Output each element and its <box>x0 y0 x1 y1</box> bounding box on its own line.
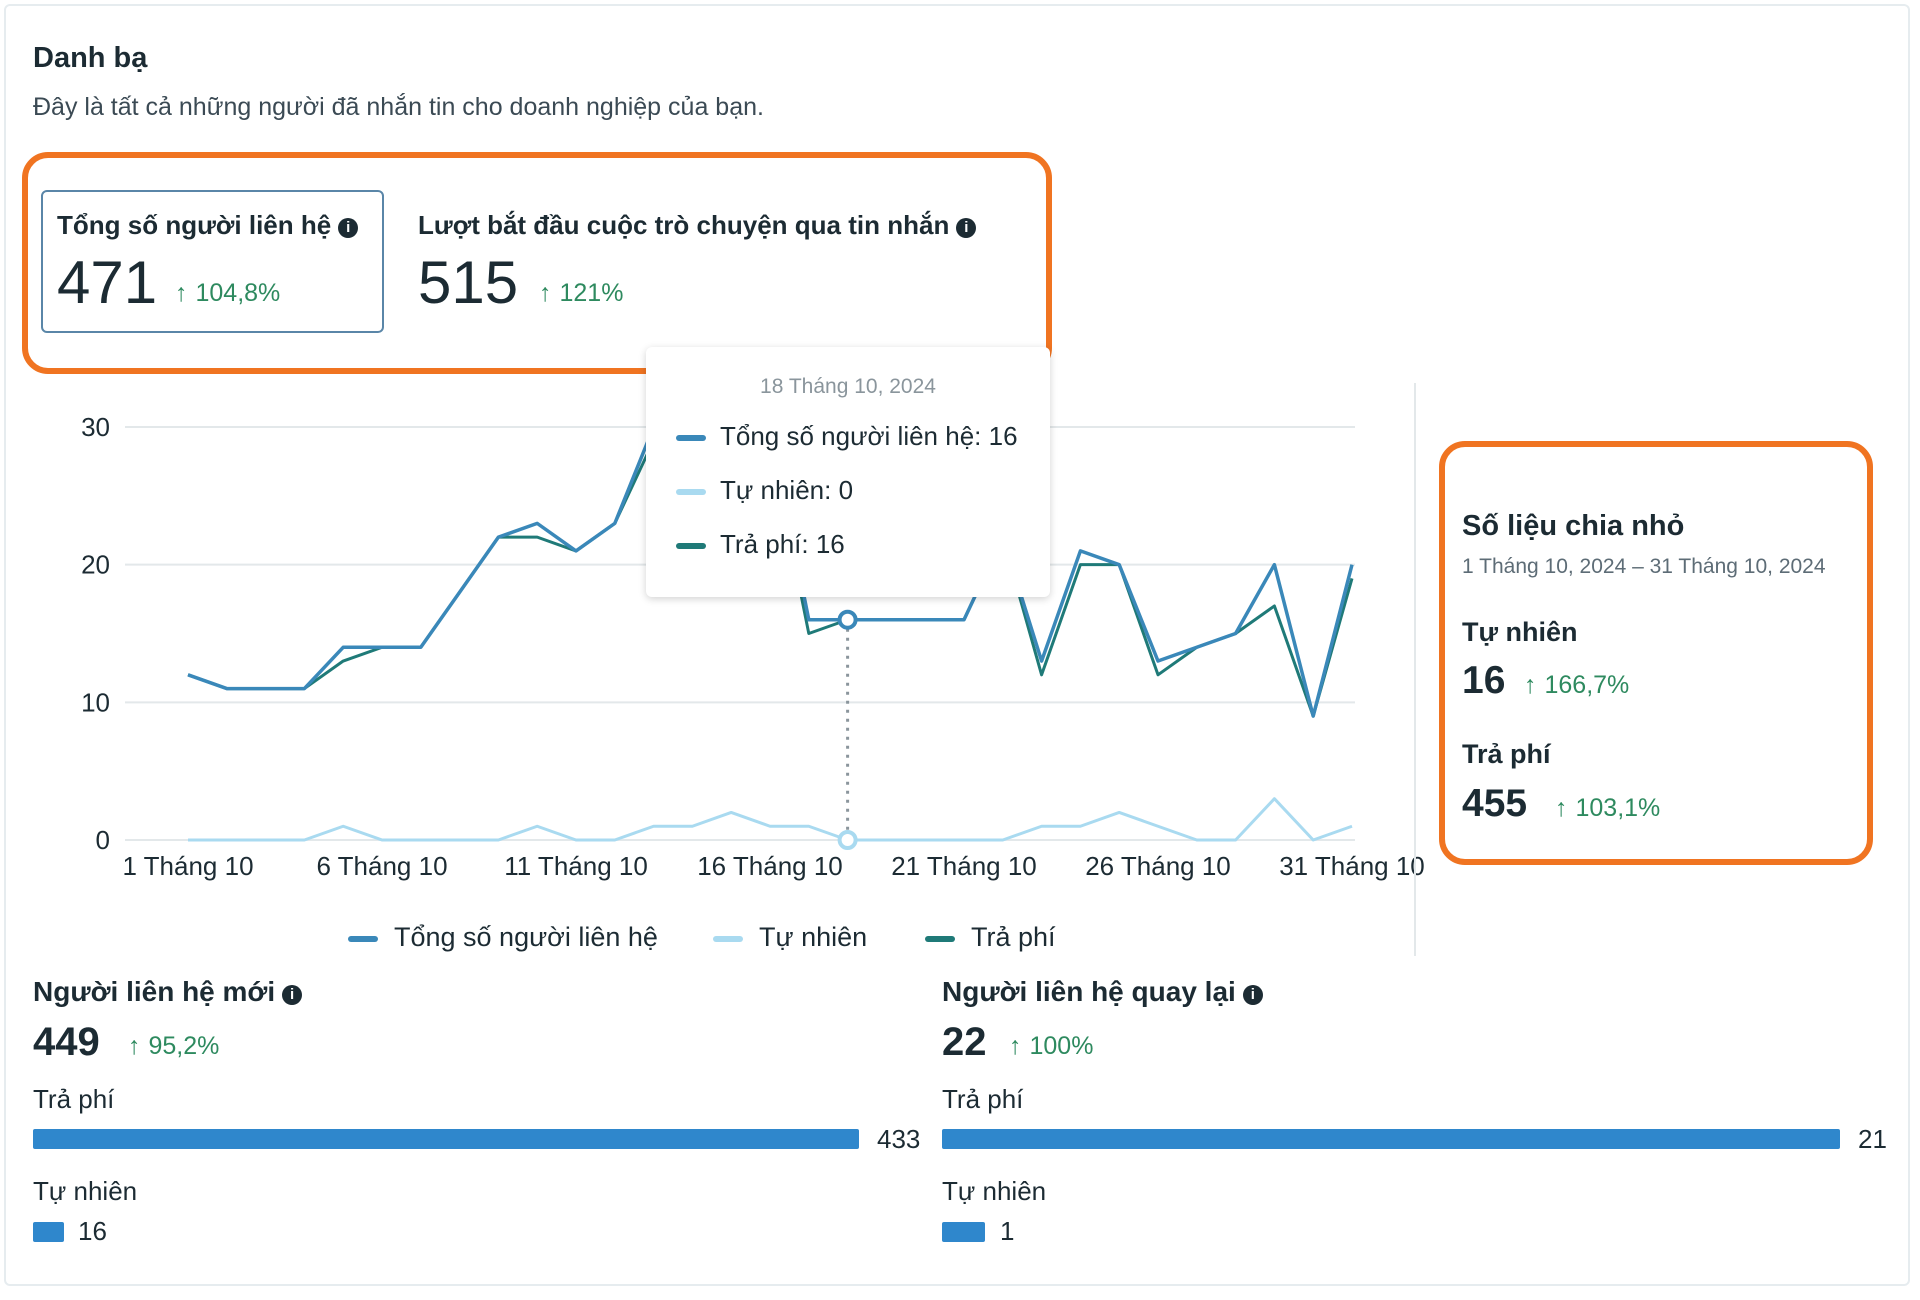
y-tick-label: 20 <box>81 550 110 580</box>
returning-contacts-delta: ↑ 100% <box>1009 1032 1094 1060</box>
info-icon[interactable]: i <box>956 218 977 238</box>
new-contacts-organic-bar[interactable] <box>33 1222 64 1242</box>
tooltip-date: 18 Tháng 10, 2024 <box>760 375 936 398</box>
info-icon[interactable]: i <box>338 218 359 238</box>
returning-contacts-value: 22 <box>942 1020 987 1064</box>
x-tick-label: 16 Tháng 10 <box>697 851 843 881</box>
y-tick-label: 30 <box>81 412 110 442</box>
breakdown-paid-label: Trả phí <box>1462 739 1551 769</box>
returning-contacts-paid-bar[interactable] <box>942 1129 1840 1149</box>
new-contacts-value: 449 <box>33 1020 100 1064</box>
up-arrow-icon: ↑ <box>1009 1032 1022 1060</box>
breakdown-date-range: 1 Tháng 10, 2024 – 31 Tháng 10, 2024 <box>1462 555 1826 578</box>
up-arrow-icon: ↑ <box>175 279 188 307</box>
new-contacts-paid-bar[interactable] <box>33 1129 859 1149</box>
kpi-highlight-box <box>22 152 1052 374</box>
x-tick-label: 11 Tháng 10 <box>504 851 648 881</box>
breakdown-organic-delta: ↑ 166,7% <box>1524 671 1630 699</box>
x-tick-label: 6 Tháng 10 <box>316 851 447 881</box>
up-arrow-icon: ↑ <box>1524 671 1537 699</box>
legend-swatch-organic <box>713 935 743 942</box>
tooltip-row-total: Tổng số người liên hệ: 16 <box>676 421 1018 452</box>
up-arrow-icon: ↑ <box>1555 794 1568 822</box>
breakdown-paid-value: 455 <box>1462 782 1528 825</box>
page-subtitle: Đây là tất cả những người đã nhắn tin ch… <box>33 93 764 121</box>
legend-swatch-paid <box>676 543 706 550</box>
breakdown-paid-delta: ↑ 103,1% <box>1555 794 1661 822</box>
breakdown-organic-label: Tự nhiên <box>1462 617 1578 647</box>
y-tick-label: 10 <box>81 687 110 717</box>
series-line-organic <box>188 797 1353 842</box>
up-arrow-icon: ↑ <box>539 279 552 307</box>
new-contacts-paid-value: 433 <box>877 1124 921 1154</box>
info-icon[interactable]: i <box>1242 985 1263 1005</box>
x-tick-label: 21 Tháng 10 <box>891 851 1037 881</box>
contacts-panel <box>4 4 1910 1286</box>
new-contacts-paid-label: Trả phí <box>33 1084 115 1114</box>
returning-contacts-organic-value: 1 <box>1000 1216 1015 1246</box>
new-contacts-delta: ↑ 95,2% <box>128 1032 220 1060</box>
kpi-card-total-contacts[interactable] <box>41 190 384 333</box>
tooltip-row-paid: Trả phí: 16 <box>676 529 845 560</box>
hover-point-organic <box>837 830 858 850</box>
legend-swatch-total <box>348 935 378 942</box>
tooltip-row-organic: Tự nhiên: 0 <box>676 475 853 506</box>
new-contacts-organic-value: 16 <box>78 1216 107 1246</box>
breakdown-organic-value: 16 <box>1462 659 1506 702</box>
kpi-conversations-delta: ↑ 121% <box>539 279 624 307</box>
legend-item-paid[interactable]: Trả phí <box>925 922 1056 953</box>
x-tick-label: 1 Tháng 10 <box>122 851 253 881</box>
legend-swatch-total <box>676 435 706 442</box>
x-tick-label: 31 Tháng 10 <box>1279 851 1425 881</box>
kpi-total-contacts-label: Tổng số người liên hệ i <box>57 210 359 241</box>
x-tick-label: 26 Tháng 10 <box>1085 851 1231 881</box>
page-title: Danh bạ <box>33 42 148 74</box>
info-icon[interactable]: i <box>282 985 303 1005</box>
legend-item-organic[interactable]: Tự nhiên <box>713 922 867 953</box>
legend-swatch-organic <box>676 489 706 496</box>
kpi-conversations-label: Lượt bắt đầu cuộc trò chuyện qua tin nhắ… <box>418 210 977 241</box>
kpi-conversations-value: 515 <box>418 249 519 316</box>
new-contacts-organic-label: Tự nhiên <box>33 1176 138 1206</box>
breakdown-title: Số liệu chia nhỏ <box>1462 510 1685 542</box>
returning-contacts-paid-label: Trả phí <box>942 1084 1024 1114</box>
up-arrow-icon: ↑ <box>128 1032 141 1060</box>
kpi-total-contacts-value: 471 <box>57 249 158 316</box>
hover-point-total <box>837 609 858 630</box>
legend-item-total[interactable]: Tổng số người liên hệ <box>348 922 658 953</box>
chart-tooltip: 18 Tháng 10, 2024 Tổng số người liên hệ:… <box>646 347 1050 597</box>
new-contacts-title: Người liên hệ mới i <box>33 976 303 1008</box>
legend-swatch-paid <box>925 935 955 942</box>
y-tick-label: 0 <box>96 825 110 855</box>
returning-contacts-title: Người liên hệ quay lại i <box>942 976 1263 1008</box>
returning-contacts-organic-label: Tự nhiên <box>942 1176 1047 1206</box>
vertical-divider <box>1414 383 1416 956</box>
kpi-total-contacts-delta: ↑ 104,8% <box>175 279 281 307</box>
returning-contacts-organic-bar[interactable] <box>942 1222 985 1242</box>
returning-contacts-paid-value: 21 <box>1858 1124 1887 1154</box>
breakdown-highlight-box <box>1439 441 1873 865</box>
